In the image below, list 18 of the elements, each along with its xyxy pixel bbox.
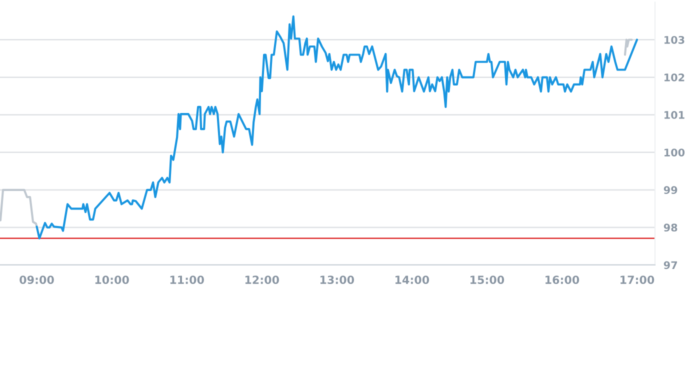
- y-tick-label: 97: [664, 261, 677, 270]
- y-tick-label: 100: [664, 148, 685, 156]
- x-tick-label: 16:00: [546, 276, 580, 284]
- y-tick-label: 101: [664, 111, 684, 119]
- x-tick-label: 14:00: [395, 276, 430, 284]
- line-series: [36, 15, 638, 240]
- x-tick-label: 12:00: [245, 276, 280, 284]
- line-series: [0, 188, 38, 228]
- y-tick-label: 103: [664, 36, 684, 44]
- y-tick-label: 98: [664, 224, 678, 232]
- x-tick-label: 15:00: [470, 276, 504, 284]
- x-tick-label: 13:00: [320, 276, 354, 284]
- y-tick-label: 99: [664, 186, 678, 194]
- x-tick-label: 10:00: [95, 276, 129, 284]
- x-tick-label: 09:00: [20, 276, 54, 284]
- y-tick-label: 102: [664, 74, 684, 82]
- x-tick-label: 11:00: [170, 276, 204, 284]
- x-tick-label: 17:00: [620, 276, 654, 284]
